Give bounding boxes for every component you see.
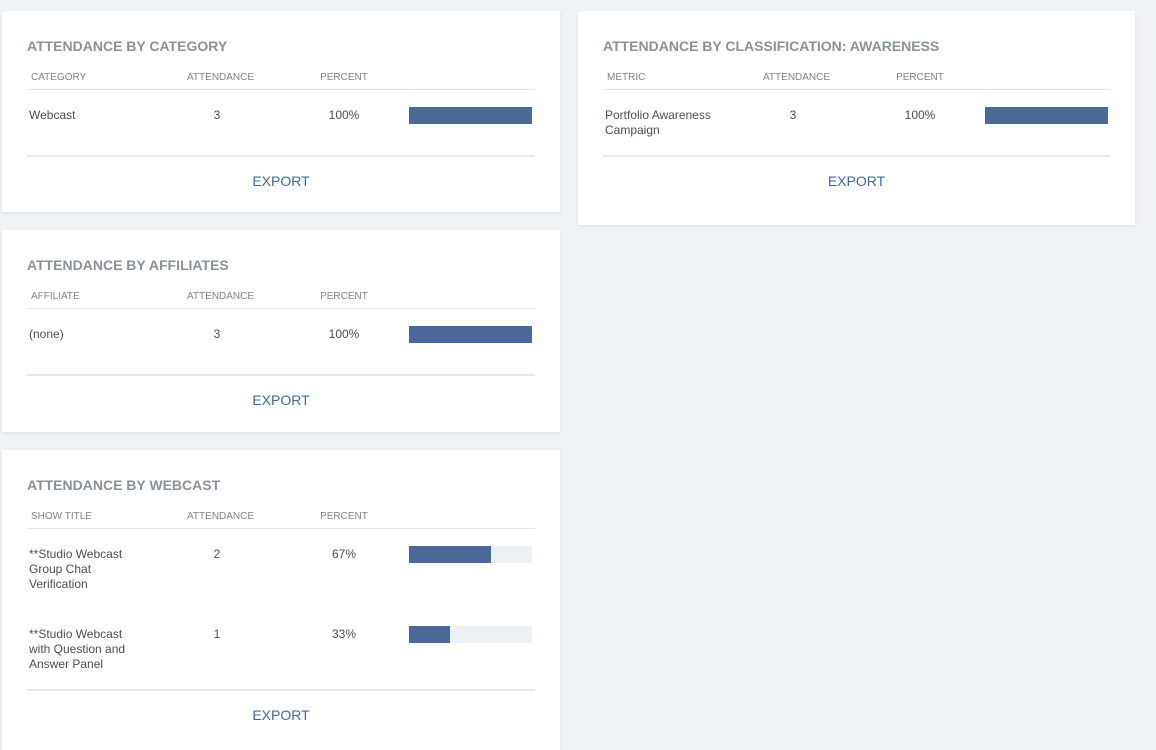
export-button[interactable]: EXPORT [252, 173, 310, 189]
table-row: **Studio Webcast with Question and Answe… [27, 609, 535, 689]
card: ATTENDANCE BY CATEGORY CATEGORY ATTENDANCE… [2, 11, 560, 212]
column-header: AFFILIATE [31, 291, 80, 302]
card: ATTENDANCE BY WEBCAST SHOW TITLE ATTENDANC… [2, 450, 560, 750]
percent-bar [409, 326, 532, 343]
percent: 100% [328, 327, 360, 341]
bar-track [409, 626, 532, 643]
card: ATTENDANCE BY CLASSIFICATION: AWARENESS M… [578, 11, 1135, 225]
column-header: ATTENDANCE [763, 72, 831, 83]
row-name: **Studio Webcast with Question and Answe… [29, 627, 126, 671]
column-header: PERCENT [320, 291, 368, 302]
column-header: ATTENDANCE [187, 511, 255, 522]
percent-bar [985, 107, 1108, 124]
row-name: Webcast [29, 108, 76, 122]
attendance: 2 [213, 547, 221, 561]
column-header: METRIC [607, 72, 646, 83]
card-title: ATTENDANCE BY WEBCAST [27, 477, 221, 493]
percent: 33% [331, 627, 357, 641]
divider [603, 155, 1110, 157]
percent-bar [409, 546, 492, 563]
bar-track [409, 326, 532, 343]
table-header: METRIC ATTENDANCE PERCENT [603, 67, 1110, 90]
column-header: SHOW TITLE [31, 511, 92, 522]
row-name: (none) [29, 327, 64, 341]
percent: 67% [331, 547, 357, 561]
bar-track [409, 546, 532, 563]
percent-bar [409, 626, 450, 643]
card-title: ATTENDANCE BY CLASSIFICATION: AWARENESS [603, 38, 940, 54]
divider [27, 374, 535, 376]
percent: 100% [328, 108, 360, 122]
bar-track [409, 107, 532, 124]
table-header: CATEGORY ATTENDANCE PERCENT [27, 67, 535, 90]
column-header: CATEGORY [31, 72, 87, 83]
table-header: SHOW TITLE ATTENDANCE PERCENT [27, 506, 535, 529]
percent: 100% [904, 108, 936, 122]
table-row: Portfolio Awareness Campaign 3 100% [603, 90, 1110, 155]
card-title: ATTENDANCE BY CATEGORY [27, 38, 228, 54]
column-header: PERCENT [320, 72, 368, 83]
row-name: **Studio Webcast Group Chat Verification [29, 547, 123, 591]
table-header: AFFILIATE ATTENDANCE PERCENT [27, 286, 535, 309]
column-header: ATTENDANCE [187, 72, 255, 83]
attendance: 1 [213, 627, 221, 641]
export-button[interactable]: EXPORT [827, 173, 886, 189]
divider [27, 689, 535, 691]
table-row: **Studio Webcast Group Chat Verification… [27, 529, 535, 609]
export-button[interactable]: EXPORT [252, 392, 310, 408]
row-name: Portfolio Awareness Campaign [605, 108, 711, 137]
column-header: PERCENT [320, 511, 368, 522]
table-row: Webcast 3 100% [27, 90, 535, 155]
attendance: 3 [213, 108, 221, 122]
attendance: 3 [789, 108, 797, 122]
export-button[interactable]: EXPORT [252, 707, 310, 723]
table-row: (none) 3 100% [27, 309, 535, 374]
divider [27, 155, 535, 157]
card: ATTENDANCE BY AFFILIATES AFFILIATE ATTENDA… [2, 230, 560, 432]
bar-track [985, 107, 1108, 124]
percent-bar [409, 107, 532, 124]
column-header: PERCENT [896, 72, 944, 83]
card-title: ATTENDANCE BY AFFILIATES [27, 257, 229, 273]
attendance: 3 [213, 327, 221, 341]
column-header: ATTENDANCE [187, 291, 255, 302]
